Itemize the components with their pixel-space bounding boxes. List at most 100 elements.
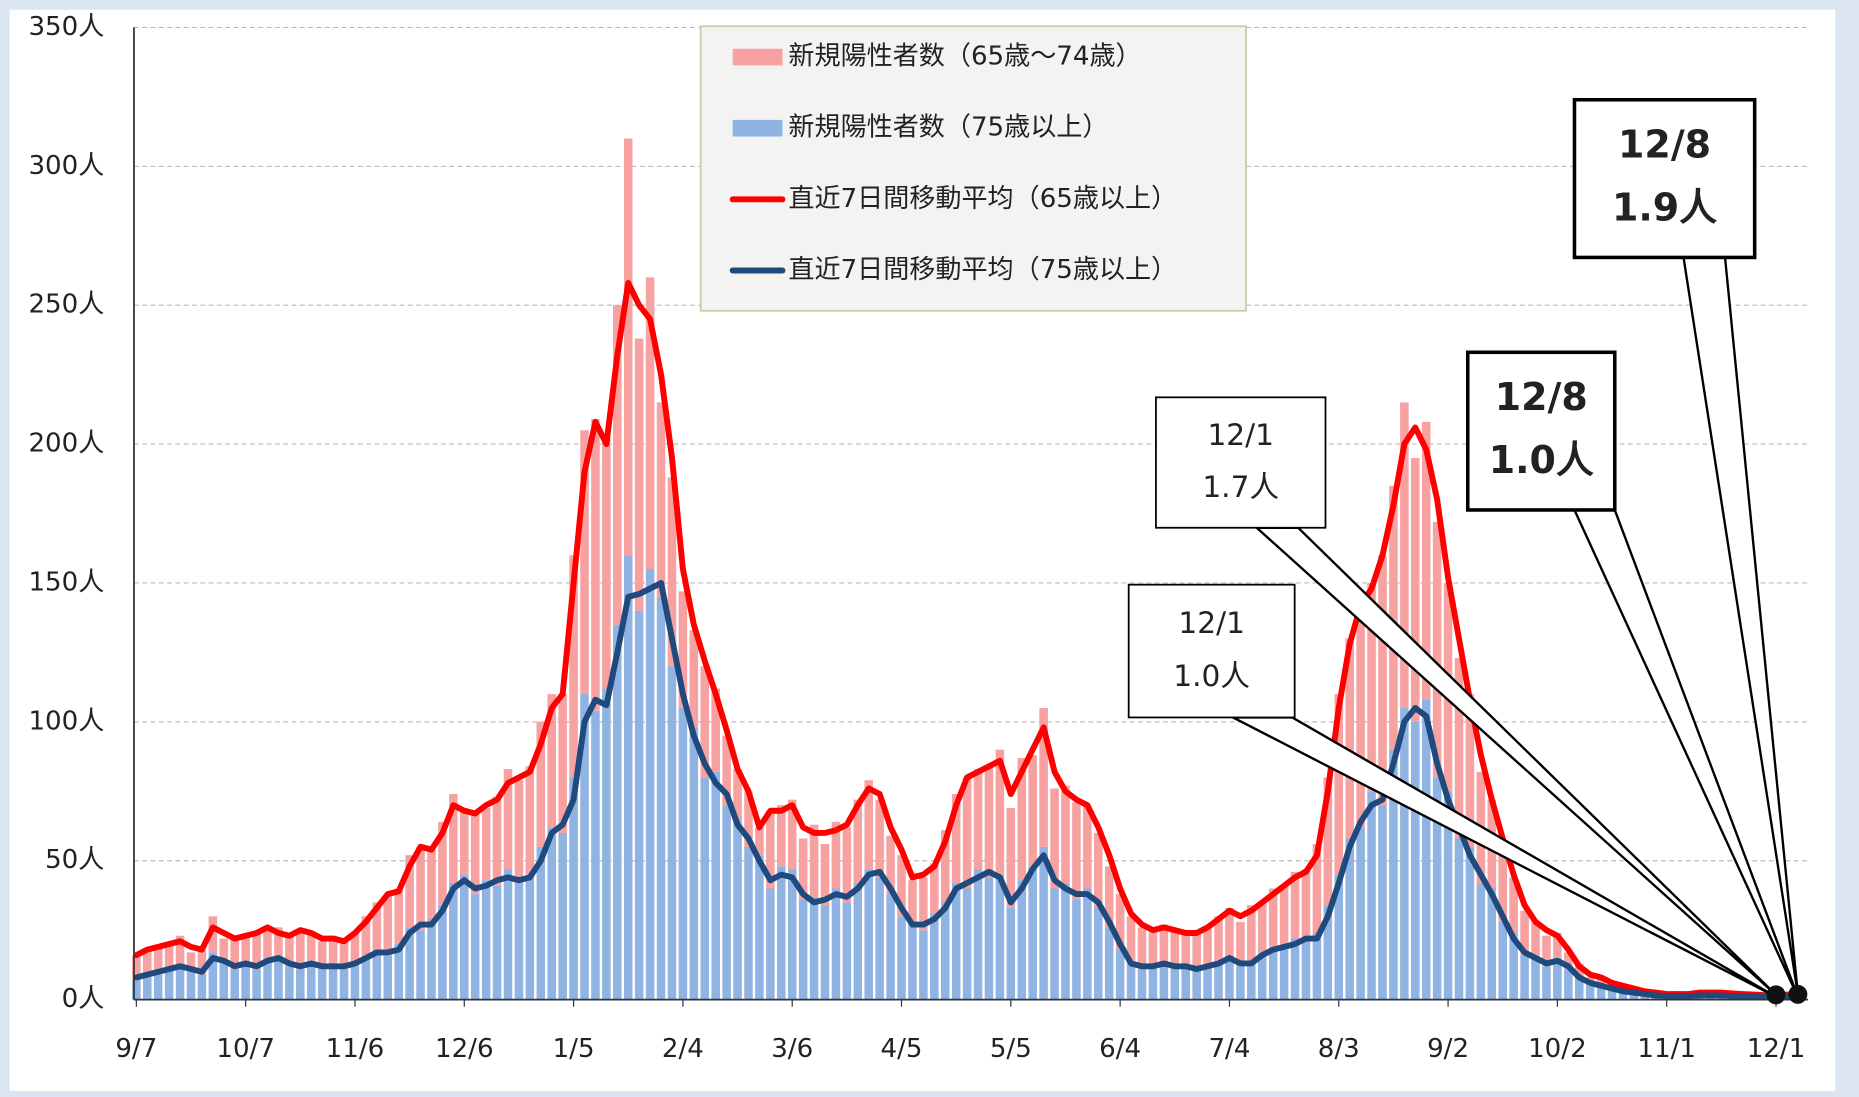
bar <box>1345 638 1354 839</box>
bar <box>678 591 688 708</box>
bar <box>1312 844 1322 933</box>
x-tick-label: 11/6 <box>326 1034 385 1064</box>
bar <box>919 930 928 1000</box>
bar <box>645 277 655 570</box>
bar <box>1083 888 1092 1000</box>
bar <box>449 882 458 1000</box>
bar <box>1247 960 1256 1000</box>
bar <box>984 877 994 1000</box>
bar <box>1039 846 1048 1000</box>
x-tick-label: 10/2 <box>1528 1034 1587 1064</box>
bar <box>1531 955 1540 1000</box>
bar <box>230 938 239 970</box>
bar <box>711 771 720 1000</box>
x-tick-label: 7/4 <box>1208 1034 1250 1064</box>
bar <box>503 769 513 870</box>
bar <box>1323 777 1333 906</box>
bar <box>1553 957 1562 1000</box>
bar <box>908 921 917 1000</box>
bar <box>153 974 163 1000</box>
bar <box>591 710 600 1000</box>
bar <box>1126 960 1136 1000</box>
bar <box>1531 921 1540 956</box>
y-tick-label: 300人 <box>28 151 104 181</box>
bar <box>613 624 622 1000</box>
bar <box>1356 605 1365 828</box>
y-tick-label: 350人 <box>28 12 104 42</box>
bar <box>623 138 633 556</box>
bar <box>1148 963 1158 1000</box>
bar <box>394 888 403 945</box>
bar <box>1094 907 1103 1000</box>
bar <box>1279 885 1289 950</box>
bar <box>350 966 360 1000</box>
bar <box>525 766 535 875</box>
x-tick-label: 9/2 <box>1427 1034 1469 1064</box>
y-tick-label: 250人 <box>28 290 104 320</box>
bar <box>722 805 731 1000</box>
bar <box>164 944 174 967</box>
bar <box>1072 899 1081 1000</box>
bar <box>1498 921 1507 1000</box>
bar <box>405 927 414 1000</box>
callout-text: 1.0人 <box>1489 438 1594 482</box>
bar <box>143 949 152 972</box>
bar <box>536 721 546 847</box>
bar <box>1181 969 1190 1000</box>
bar <box>973 869 983 1000</box>
bar <box>1553 932 1562 958</box>
bar <box>656 402 666 597</box>
bar <box>1236 921 1245 967</box>
bar <box>831 888 841 1000</box>
bar <box>460 874 469 1000</box>
bar <box>656 596 666 1000</box>
bar <box>1411 721 1420 1000</box>
bar <box>1137 969 1147 1000</box>
bar <box>219 938 229 964</box>
bar <box>580 430 589 695</box>
callout-text: 12/1 <box>1207 417 1274 452</box>
bar <box>940 902 950 1000</box>
x-tick-label: 3/6 <box>771 1034 813 1064</box>
bar <box>623 555 633 1000</box>
bar <box>153 946 163 975</box>
bar <box>1564 952 1573 970</box>
bar <box>1389 485 1398 750</box>
bar <box>733 769 742 820</box>
bar <box>995 749 1005 875</box>
bar <box>1006 807 1016 908</box>
bar <box>241 960 250 1000</box>
bar <box>1126 916 1136 961</box>
bar <box>1367 582 1376 792</box>
bar <box>383 894 393 956</box>
bar <box>274 927 283 956</box>
bar <box>853 799 863 883</box>
bar <box>296 930 305 970</box>
bar <box>1509 877 1518 933</box>
bar <box>1181 932 1190 970</box>
bar <box>405 855 414 928</box>
bar <box>514 780 524 883</box>
bar <box>558 832 567 1000</box>
bar <box>777 805 786 867</box>
bar <box>842 827 852 903</box>
bar <box>1476 882 1486 1000</box>
legend-box <box>699 25 1247 312</box>
bar <box>886 894 895 1000</box>
bar <box>1378 555 1387 806</box>
y-tick-label: 0人 <box>62 984 105 1014</box>
bar <box>449 794 458 883</box>
bar <box>197 949 207 975</box>
bar <box>175 935 185 964</box>
callout-text: 1.7人 <box>1202 469 1279 504</box>
bar <box>755 855 764 1000</box>
bar <box>1017 757 1027 881</box>
bar <box>908 880 917 922</box>
bar <box>470 810 480 895</box>
bar <box>1356 827 1365 1000</box>
bar <box>1028 866 1037 1000</box>
bar <box>481 807 491 881</box>
bar <box>580 694 589 1000</box>
bar <box>919 877 928 931</box>
